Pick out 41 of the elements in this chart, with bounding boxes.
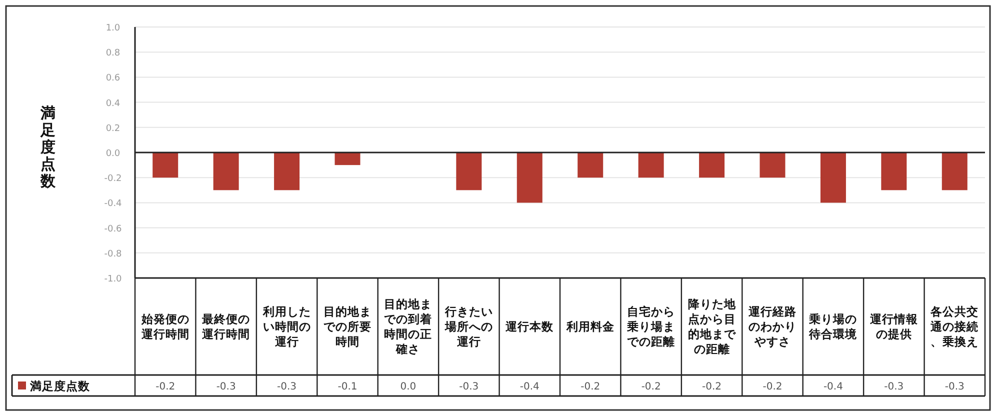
x-tick-label: 行きたい場所への運行: [444, 304, 493, 348]
x-tick-label: 利用料金: [565, 320, 614, 334]
legend-label: 満足度点数: [29, 379, 91, 393]
y-tick-label: 0.0: [106, 149, 120, 159]
data-label: -0.1: [338, 382, 358, 392]
x-tick-label: 運行本数: [504, 320, 555, 334]
data-label: -0.3: [944, 382, 964, 392]
y-tick-label: -0.6: [104, 224, 122, 234]
x-tick-label: 乗り場の待合環境: [808, 312, 858, 341]
data-label: -0.3: [884, 382, 904, 392]
x-tick-label: 各公共交通の接続、乗換え: [930, 304, 979, 348]
data-label: -0.2: [641, 382, 661, 392]
y-tick-label: -1.0: [104, 274, 122, 284]
y-axis-title: 満足度点数: [40, 104, 56, 190]
data-label: -0.2: [702, 382, 722, 392]
x-tick-label: 利用したい時間の運行: [262, 304, 311, 348]
y-tick-label: -0.4: [104, 199, 122, 210]
x-tick-label: 運行情報の提供: [868, 312, 919, 341]
data-label: -0.2: [762, 382, 782, 392]
x-tick-label: 目的地までの所要時間: [324, 304, 372, 348]
x-tick-label: 運行経路のわかりやすさ: [748, 304, 796, 348]
y-tick-label: 0.4: [106, 98, 120, 109]
data-label: -0.3: [216, 382, 236, 392]
y-tick-label: 0.2: [106, 124, 120, 134]
x-tick-label: 最終便の運行時間: [201, 312, 250, 341]
x-tick-label: 降りた地点から目的地までの距離: [688, 297, 737, 356]
x-tick-label: 自宅から乗り場までの距離: [626, 304, 676, 348]
data-label: -0.2: [580, 382, 600, 392]
x-tick-label: 目的地までの到着時間の正確さ: [384, 297, 432, 356]
data-label: -0.3: [459, 382, 479, 392]
data-label: 0.0: [400, 382, 416, 392]
y-tick-label: 0.6: [106, 74, 120, 84]
y-tick-label: 0.8: [106, 48, 120, 59]
data-label: -0.4: [520, 382, 540, 392]
data-label: -0.3: [277, 382, 297, 392]
y-tick-label: -0.2: [104, 174, 122, 184]
y-tick-label: 1.0: [106, 24, 120, 34]
data-label: -0.2: [156, 382, 176, 392]
y-tick-label: -0.8: [104, 249, 122, 260]
x-tick-label: 始発便の運行時間: [140, 312, 190, 341]
data-label: -0.4: [823, 382, 843, 392]
